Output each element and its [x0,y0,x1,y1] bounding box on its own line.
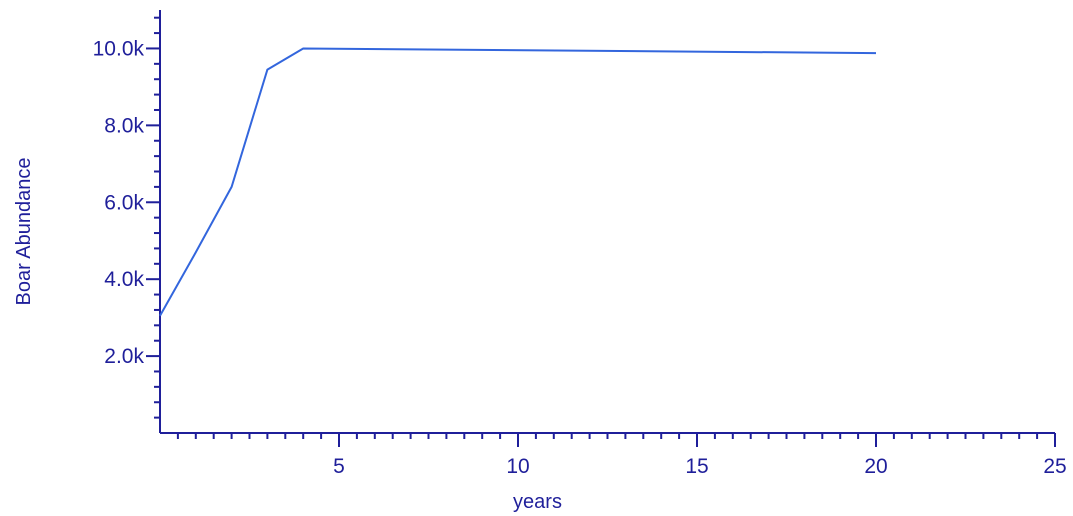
x-axis-title: years [513,491,562,513]
series-line [159,47,877,317]
y-tick-label: 8.0k [104,114,144,137]
x-tick-label: 5 [333,455,345,478]
x-tick-label: 10 [506,455,529,478]
y-tick-label: 4.0k [104,268,144,291]
x-ticks: 5 10 15 20 25 [176,433,1067,478]
x-tick-label: 15 [685,455,708,478]
y-tick-label: 2.0k [104,345,144,368]
x-tick-label: 20 [864,455,887,478]
x-tick-label: 25 [1043,455,1066,478]
series-layer [159,47,877,317]
y-tick-label: 6.0k [104,191,144,214]
y-axis-title: Boar Abundance [13,158,35,306]
y-tick-label: 10.0k [93,37,145,60]
y-ticks: 2.0k 4.0k 6.0k 8.0k 10.0k [93,16,160,419]
